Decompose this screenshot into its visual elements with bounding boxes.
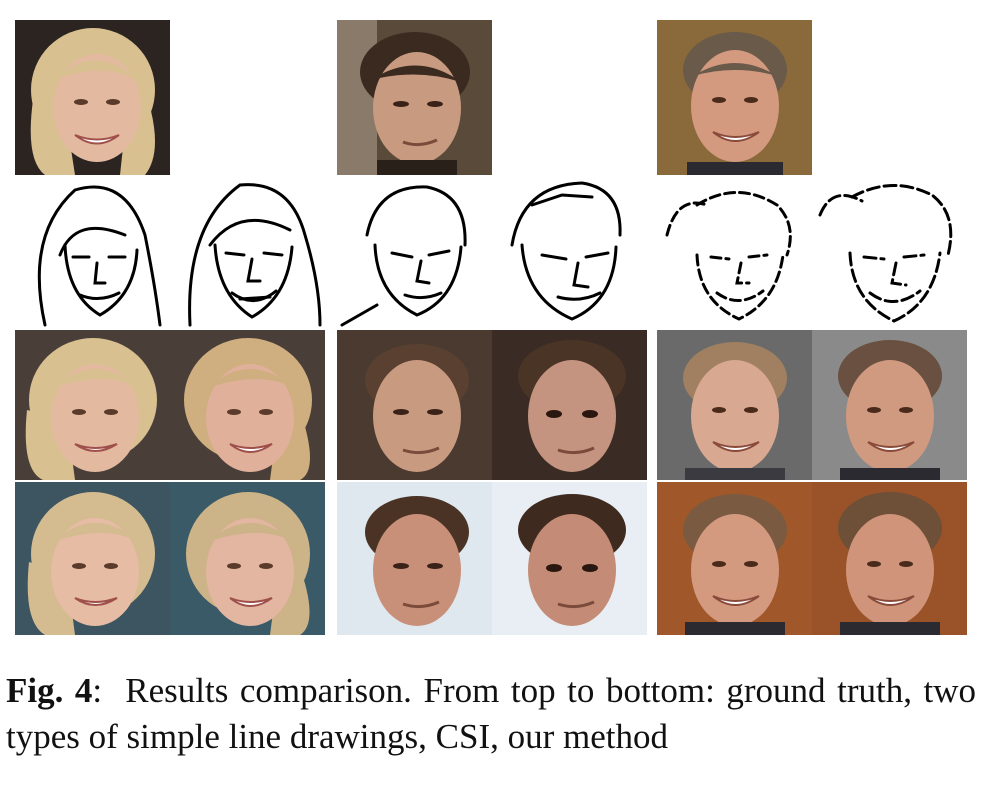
figure-caption-text: Results comparison. From top to bottom: … [6,671,977,756]
results-figure [15,20,967,635]
ground-truth-image-subject-3 [657,20,812,175]
csi-result-b-subject-2 [492,330,647,480]
figure-caption: Fig. 4: Results comparison. From top to … [6,668,976,760]
line-drawing-type-2-subject-3 [812,175,967,327]
csi-result-b-subject-1 [170,330,325,480]
our-result-a-subject-3 [657,482,812,635]
our-result-b-subject-3 [812,482,967,635]
line-drawing-type-1-subject-1 [15,175,170,327]
line-drawing-type-1-subject-3 [657,175,812,327]
line-drawing-type-2-subject-2 [492,175,647,327]
csi-result-b-subject-3 [812,330,967,480]
figure-label: Fig. 4 [6,671,93,710]
line-drawing-type-2-subject-1 [170,175,325,327]
ground-truth-image-subject-2 [337,20,492,175]
line-drawing-type-1-subject-2 [337,175,492,327]
our-result-a-subject-2 [337,482,492,635]
our-result-b-subject-2 [492,482,647,635]
csi-result-a-subject-1 [15,330,170,480]
ground-truth-image-subject-1 [15,20,170,175]
our-result-a-subject-1 [15,482,170,635]
our-result-b-subject-1 [170,482,325,635]
figure-label-separator: : [92,671,103,710]
csi-result-a-subject-2 [337,330,492,480]
csi-result-a-subject-3 [657,330,812,480]
